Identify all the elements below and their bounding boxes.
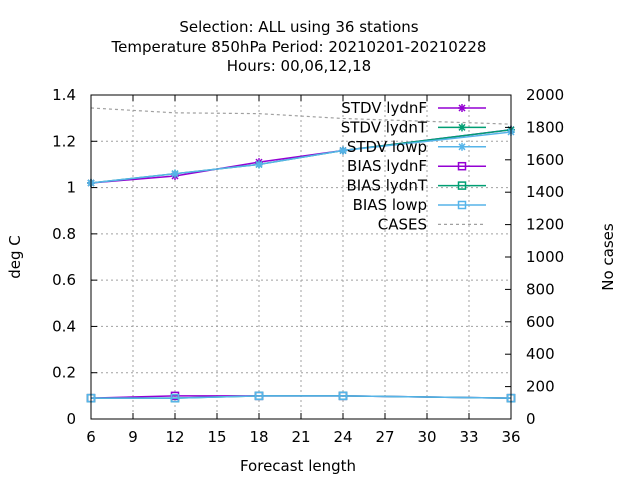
x-tick-label: 18 (249, 428, 268, 446)
y-tick-label: 1.4 (52, 86, 76, 104)
y2-tick-label: 1600 (526, 151, 564, 169)
y-tick-label: 0.2 (52, 364, 76, 382)
series-line (91, 395, 512, 399)
data-point (170, 393, 180, 403)
legend-label: STDV lydnF (341, 99, 427, 117)
y-tick-label: 1 (66, 179, 76, 197)
marker-stroke (339, 147, 347, 155)
legend-label: STDV lowp (347, 138, 427, 156)
legend-item: BIAS lowp (353, 196, 486, 214)
legend-label: STDV lydnT (341, 118, 428, 136)
legend-marker (458, 123, 466, 132)
legend-label: BIAS lydnT (346, 177, 427, 195)
data-point (171, 169, 179, 178)
x-tick-label: 24 (333, 428, 352, 446)
plot-series (86, 107, 516, 403)
y2-tick-label: 800 (526, 280, 555, 298)
marker-stroke (458, 143, 466, 151)
legend-item: STDV lowp (347, 138, 486, 156)
x-tick-label: 27 (375, 428, 394, 446)
legend-item: BIAS lydnT (346, 177, 486, 195)
x-axis-label: Forecast length (240, 457, 356, 475)
x-tick-label: 21 (291, 428, 310, 446)
legend-label: BIAS lowp (353, 196, 427, 214)
x-tick-label: 33 (459, 428, 478, 446)
title-line-parameter-period: Temperature 850hPa Period: 20210201-2021… (111, 38, 487, 56)
legend-item: STDV lydnT (341, 118, 486, 136)
x-tick-label: 15 (207, 428, 226, 446)
x-tick-label: 6 (86, 428, 96, 446)
y-tick-label: 0 (66, 410, 76, 428)
title-line-selection: Selection: ALL using 36 stations (179, 18, 418, 36)
y-tick-label: 0.4 (52, 317, 76, 335)
y2-tick-label: 0 (526, 410, 536, 428)
data-point (338, 391, 348, 401)
x-tick-label: 12 (165, 428, 184, 446)
data-point (254, 391, 264, 401)
legend-label: BIAS lydnF (347, 157, 427, 175)
legend-marker (457, 200, 467, 210)
grid (91, 95, 511, 419)
y2-tick-label: 2000 (526, 86, 564, 104)
x-tick-label: 30 (417, 428, 436, 446)
chart-title: Selection: ALL using 36 stations Tempera… (111, 18, 487, 75)
x-tick-label: 9 (128, 428, 138, 446)
legend-marker (458, 104, 466, 112)
x-tick-label: 36 (501, 428, 520, 446)
y-tick-label: 0.8 (52, 225, 76, 243)
title-line-hours: Hours: 00,06,12,18 (227, 57, 371, 75)
series-cases (90, 107, 512, 125)
legend-item: CASES (378, 215, 486, 233)
y2-tick-label: 1800 (526, 118, 564, 136)
legend-item: STDV lydnF (341, 99, 486, 117)
legend-label: CASES (378, 215, 427, 233)
y2-tick-label: 1200 (526, 216, 564, 234)
legend-marker (457, 181, 467, 190)
series-stdv-lydnf (87, 125, 515, 187)
data-point (255, 160, 263, 169)
y2-axis-label: No cases (599, 223, 617, 291)
legend-item: BIAS lydnF (347, 157, 486, 175)
y-axis-label: deg C (6, 235, 24, 279)
legend-marker (458, 142, 466, 151)
y-tick-label: 1.2 (52, 132, 76, 150)
y2-tick-label: 600 (526, 313, 555, 331)
marker-stroke (255, 160, 263, 168)
data-point (339, 146, 347, 155)
y2-tick-label: 400 (526, 345, 555, 363)
y2-tick-label: 1400 (526, 183, 564, 201)
series-line (90, 107, 512, 125)
y-tick-label: 0.6 (52, 271, 76, 289)
y2-tick-label: 1000 (526, 248, 564, 266)
marker-stroke (458, 104, 466, 112)
y2-tick-label: 200 (526, 378, 555, 396)
marker-stroke (171, 170, 179, 178)
marker-stroke (458, 123, 466, 131)
axis-ticks: 6 9 12 15 18 21 24 27 30 33 36 0 0.2 0.4 0.6 0.8 1 1.2 1.4… (52, 86, 564, 446)
legend-marker (457, 161, 467, 171)
